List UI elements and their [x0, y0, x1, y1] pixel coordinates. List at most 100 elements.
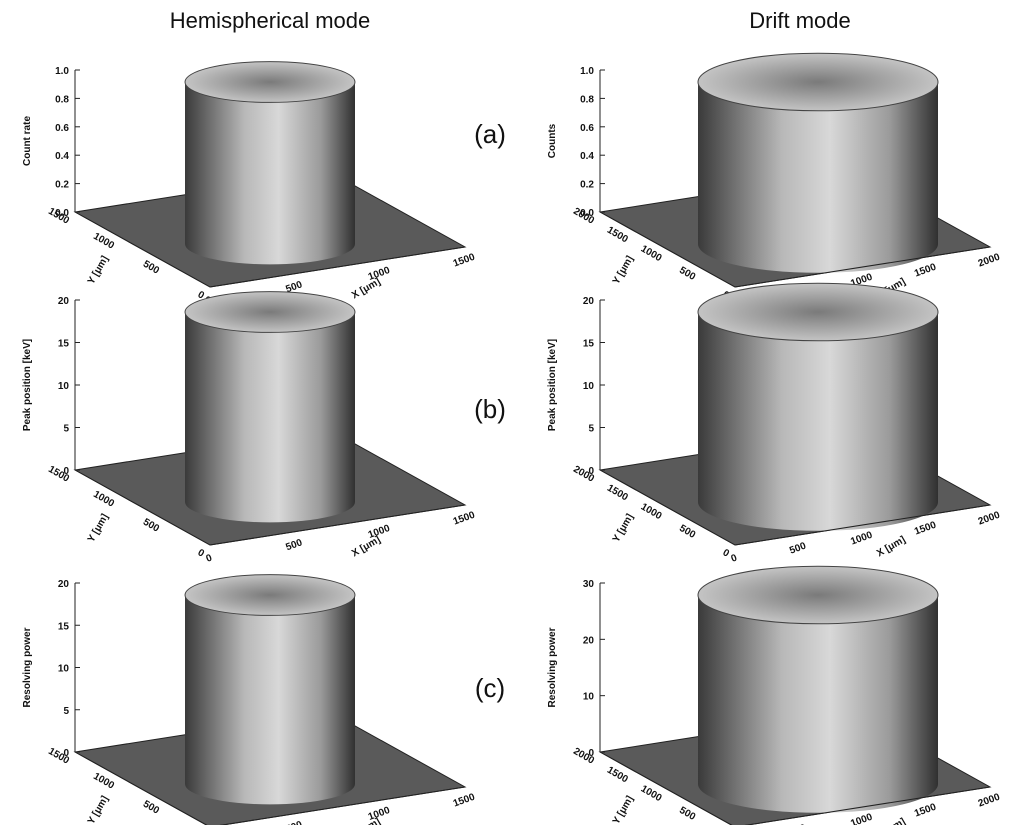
x-tick-label: 500	[284, 537, 304, 553]
x-tick-label: 1000	[849, 530, 874, 548]
x-axis	[209, 246, 466, 288]
x-axis	[209, 786, 466, 828]
y-tick-label: 1000	[91, 489, 116, 510]
y-tick-label: 1000	[91, 771, 116, 792]
x-axis-label: X [μm]	[350, 816, 382, 825]
x-tick-label: 1500	[452, 252, 477, 270]
x-tick-label: 0	[205, 552, 214, 564]
surface-top	[184, 61, 356, 103]
y-axis-label: Y [μm]	[611, 254, 636, 286]
y-tick-label: 1000	[639, 501, 664, 522]
y-tick-label: 500	[141, 799, 161, 817]
y-tick-label: 500	[141, 517, 161, 535]
y-tick-label: 1000	[91, 231, 116, 252]
y-tick-label: 0	[721, 547, 732, 560]
y-axis	[599, 751, 736, 828]
z-tick-label: 20	[583, 296, 595, 307]
z-tick-label: 5	[588, 424, 594, 435]
x-tick-label: 2000	[977, 510, 1002, 528]
z-axis-label: Count rate	[22, 116, 33, 166]
z-axis-label: Peak position [keV]	[22, 339, 33, 431]
z-axis-label: Resolving power	[547, 627, 558, 707]
x-tick-label: 1500	[452, 792, 477, 810]
x-tick-label: 500	[284, 819, 304, 825]
surface-wall	[698, 312, 939, 531]
surface-wall	[185, 312, 355, 523]
y-tick-label: 1000	[639, 243, 664, 264]
z-tick-label: 0.8	[580, 94, 594, 105]
surface-wall	[185, 595, 355, 805]
x-tick-label: 0	[730, 552, 739, 564]
x-axis	[734, 246, 991, 288]
surface-top	[184, 574, 356, 616]
x-axis-label: X [μm]	[875, 816, 907, 825]
x-tick-label: 500	[788, 540, 808, 556]
surface-wall	[698, 595, 939, 813]
column-title: Hemispherical mode	[170, 8, 371, 33]
z-tick-label: 15	[58, 339, 70, 350]
x-axis	[734, 786, 991, 828]
z-tick-label: 10	[583, 692, 595, 703]
column-title: Drift mode	[749, 8, 850, 33]
surface-top	[184, 291, 356, 333]
z-axis-label: Peak position [keV]	[547, 339, 558, 431]
z-tick-label: 10	[583, 381, 595, 392]
z-tick-label: 0.6	[55, 123, 69, 134]
z-axis-label: Counts	[547, 123, 558, 158]
y-tick-label: 1500	[605, 225, 630, 246]
y-tick-label: 1000	[639, 783, 664, 804]
z-tick-label: 15	[583, 339, 595, 350]
y-tick-label: 1500	[605, 765, 630, 786]
x-tick-label: 1000	[849, 812, 874, 825]
surface-top	[697, 52, 939, 112]
y-axis-label: Y [μm]	[611, 512, 636, 544]
z-tick-label: 0.0	[55, 208, 69, 219]
z-tick-label: 1.0	[55, 66, 69, 77]
z-tick-label: 30	[583, 579, 595, 590]
z-tick-label: 0.2	[55, 180, 69, 191]
z-tick-label: 5	[63, 424, 69, 435]
y-tick-label: 500	[677, 805, 697, 823]
x-tick-label: 2000	[977, 252, 1002, 270]
z-tick-label: 20	[58, 296, 70, 307]
y-tick-label: 500	[141, 259, 161, 277]
y-tick-label: 0	[196, 547, 207, 560]
x-axis-label: X [μm]	[350, 276, 382, 301]
y-axis-label: Y [μm]	[86, 512, 111, 544]
y-axis-label: Y [μm]	[86, 254, 111, 286]
x-tick-label: 1500	[452, 510, 477, 528]
z-tick-label: 20	[58, 579, 70, 590]
z-tick-label: 10	[58, 381, 70, 392]
z-tick-label: 0.4	[580, 151, 594, 162]
y-axis	[74, 211, 211, 288]
x-axis	[209, 504, 466, 546]
y-tick-label: 500	[677, 265, 697, 283]
y-axis-label: Y [μm]	[86, 794, 111, 825]
z-tick-label: 15	[58, 621, 70, 632]
x-axis-label: X [μm]	[350, 534, 382, 559]
y-tick-label: 1500	[605, 483, 630, 504]
surface-top	[697, 282, 939, 342]
y-axis	[74, 751, 211, 828]
z-tick-label: 0.8	[55, 94, 69, 105]
y-tick-label: 500	[677, 523, 697, 541]
y-tick-label: 0	[196, 289, 207, 302]
z-tick-label: 0	[588, 748, 594, 759]
z-tick-label: 0	[588, 466, 594, 477]
surface-wall	[185, 82, 355, 265]
z-tick-label: 0	[63, 466, 69, 477]
x-axis	[734, 504, 991, 546]
z-tick-label: 0	[63, 748, 69, 759]
y-axis	[74, 469, 211, 546]
y-axis-label: Y [μm]	[611, 794, 636, 825]
z-tick-label: 20	[583, 635, 595, 646]
row-label: (c)	[475, 673, 505, 703]
surface-top	[697, 565, 939, 625]
x-axis-label: X [μm]	[875, 534, 907, 559]
z-axis-label: Resolving power	[22, 627, 33, 707]
y-axis	[599, 469, 736, 546]
x-tick-label: 1500	[913, 262, 938, 280]
x-tick-label: 1500	[913, 520, 938, 538]
z-tick-label: 10	[58, 664, 70, 675]
